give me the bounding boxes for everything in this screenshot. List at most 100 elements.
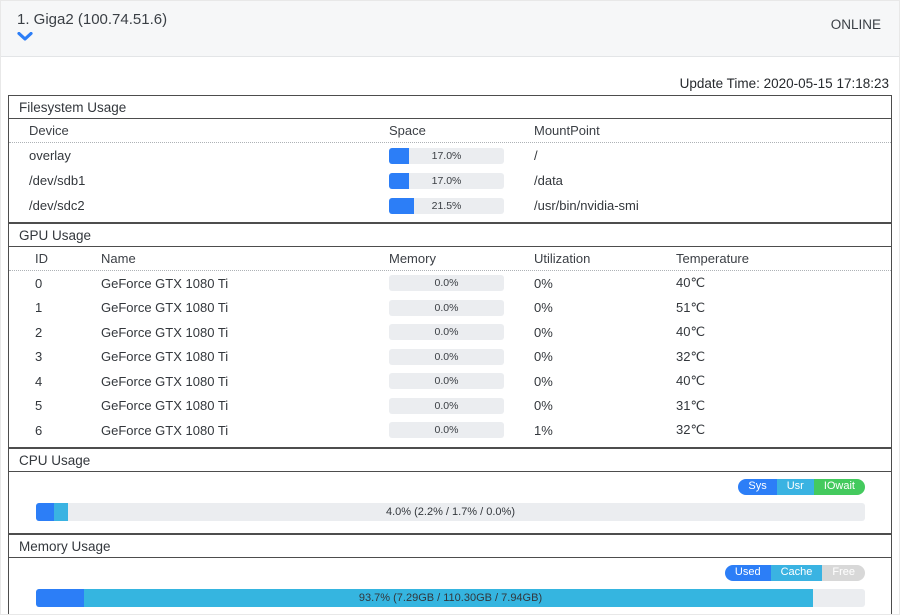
- legend-usr: Usr: [776, 478, 814, 495]
- progress-fill: [389, 147, 409, 164]
- space-progress-bar: 21.5%: [389, 197, 504, 214]
- gpu-name-cell: GeForce GTX 1080 Ti: [101, 422, 229, 438]
- progress-label: 0.0%: [434, 326, 459, 339]
- device-cell: /dev/sdb1: [29, 173, 86, 188]
- col-memory: Memory: [389, 251, 436, 266]
- server-title: 1. Giga2 (100.74.51.6): [17, 11, 168, 28]
- temperature-cell: 40℃: [676, 373, 706, 389]
- legend-used: Used: [724, 564, 771, 581]
- memory-progress-bar: 0.0%: [389, 324, 504, 341]
- table-row: /dev/sdc2 21.5% /usr/bin/nvidia-smi: [9, 193, 891, 218]
- col-mountpoint: MountPoint: [534, 123, 600, 138]
- temperature-cell: 31℃: [676, 397, 706, 413]
- mountpoint-cell: /: [534, 148, 538, 163]
- table-row: overlay 17.0% /: [9, 143, 891, 168]
- memory-cache-segment: [84, 588, 813, 607]
- status-badge: ONLINE: [830, 17, 881, 32]
- filesystem-table: Device Space MountPoint overlay 17.0% / …: [9, 119, 891, 222]
- gpu-id-cell: 5: [35, 398, 43, 414]
- table-row: 0 GeForce GTX 1080 Ti 0.0% 0% 40℃: [9, 271, 891, 296]
- gpu-name-cell: GeForce GTX 1080 Ti: [101, 349, 229, 365]
- cpu-sys-segment: [36, 502, 55, 521]
- progress-label: 0.0%: [434, 277, 459, 290]
- col-id: ID: [35, 251, 48, 266]
- device-cell: /dev/sdc2: [29, 198, 85, 213]
- cpu-legend: Sys Usr IOwait: [738, 478, 865, 495]
- gpu-section: GPU Usage ID Name Memory Utilization Tem…: [8, 223, 892, 448]
- cpu-usage-bar: 4.0% (2.2% / 1.7% / 0.0%): [36, 502, 865, 521]
- progress-label: 0.0%: [434, 350, 459, 363]
- col-device: Device: [29, 123, 69, 138]
- gpu-id-cell: 4: [35, 373, 43, 389]
- utilization-cell: 0%: [534, 398, 553, 414]
- memory-bar-label: 93.7% (7.29GB / 110.30GB / 7.94GB): [358, 591, 543, 604]
- server-header[interactable]: 1. Giga2 (100.74.51.6) ONLINE: [1, 1, 899, 57]
- col-utilization: Utilization: [534, 251, 591, 266]
- legend-sys: Sys: [738, 478, 777, 495]
- memory-progress-bar: 0.0%: [389, 275, 504, 292]
- progress-label: 17.0%: [431, 174, 462, 187]
- memory-progress-bar: 0.0%: [389, 299, 504, 316]
- progress-fill: [389, 172, 409, 189]
- progress-label: 0.0%: [434, 424, 459, 437]
- table-row: 6 GeForce GTX 1080 Ti 0.0% 1% 32℃: [9, 418, 891, 443]
- progress-label: 0.0%: [434, 399, 459, 412]
- filesystem-section: Filesystem Usage Device Space MountPoint…: [8, 95, 892, 223]
- utilization-cell: 0%: [534, 324, 553, 340]
- cpu-bar-label: 4.0% (2.2% / 1.7% / 0.0%): [385, 505, 515, 518]
- progress-label: 17.0%: [431, 149, 462, 162]
- col-space: Space: [389, 123, 426, 138]
- legend-iowait: IOwait: [813, 478, 865, 495]
- update-time: Update Time: 2020-05-15 17:18:23: [679, 76, 889, 91]
- memory-used-segment: [36, 588, 85, 607]
- utilization-cell: 0%: [534, 275, 553, 291]
- memory-legend: Used Cache Free: [724, 564, 865, 581]
- mountpoint-cell: /data: [534, 173, 563, 188]
- cpu-usr-segment: [54, 502, 69, 521]
- gpu-name-cell: GeForce GTX 1080 Ti: [101, 275, 229, 291]
- cpu-legend-row: Sys Usr IOwait: [9, 472, 891, 495]
- memory-usage-bar: 93.7% (7.29GB / 110.30GB / 7.94GB): [36, 588, 865, 607]
- cpu-section-title: CPU Usage: [9, 449, 891, 472]
- col-temperature: Temperature: [676, 251, 749, 266]
- legend-free: Free: [822, 564, 865, 581]
- table-row: /dev/sdb1 17.0% /data: [9, 168, 891, 193]
- temperature-cell: 40℃: [676, 324, 706, 340]
- gpu-name-cell: GeForce GTX 1080 Ti: [101, 324, 229, 340]
- cpu-section: CPU Usage Sys Usr IOwait 4.0% (2.2% / 1.…: [8, 447, 892, 534]
- memory-progress-bar: 0.0%: [389, 422, 504, 439]
- memory-bar-wrap: 93.7% (7.29GB / 110.30GB / 7.94GB): [9, 581, 891, 615]
- col-name: Name: [101, 251, 136, 266]
- utilization-cell: 0%: [534, 300, 553, 316]
- utilization-cell: 0%: [534, 373, 553, 389]
- gpu-name-cell: GeForce GTX 1080 Ti: [101, 300, 229, 316]
- temperature-cell: 32℃: [676, 422, 706, 438]
- memory-section: Memory Usage Used Cache Free 93.7% (7.29…: [8, 533, 892, 615]
- progress-label: 0.0%: [434, 301, 459, 314]
- table-row: 2 GeForce GTX 1080 Ti 0.0% 0% 40℃: [9, 320, 891, 345]
- space-progress-bar: 17.0%: [389, 172, 504, 189]
- filesystem-table-header: Device Space MountPoint: [9, 119, 891, 143]
- temperature-cell: 32℃: [676, 348, 706, 364]
- gpu-name-cell: GeForce GTX 1080 Ti: [101, 398, 229, 414]
- temperature-cell: 51℃: [676, 299, 706, 315]
- device-cell: overlay: [29, 148, 71, 163]
- utilization-cell: 1%: [534, 422, 553, 438]
- table-row: 5 GeForce GTX 1080 Ti 0.0% 0% 31℃: [9, 394, 891, 419]
- sections-container: Filesystem Usage Device Space MountPoint…: [8, 95, 892, 615]
- gpu-table-header: ID Name Memory Utilization Temperature: [9, 247, 891, 271]
- gpu-id-cell: 0: [35, 275, 43, 291]
- gpu-id-cell: 6: [35, 422, 43, 438]
- table-row: 4 GeForce GTX 1080 Ti 0.0% 0% 40℃: [9, 369, 891, 394]
- gpu-table: ID Name Memory Utilization Temperature 0…: [9, 247, 891, 447]
- memory-progress-bar: 0.0%: [389, 397, 504, 414]
- memory-section-title: Memory Usage: [9, 535, 891, 558]
- mountpoint-cell: /usr/bin/nvidia-smi: [534, 198, 639, 213]
- gpu-id-cell: 3: [35, 349, 43, 365]
- gpu-id-cell: 2: [35, 324, 43, 340]
- filesystem-section-title: Filesystem Usage: [9, 96, 891, 119]
- chevron-down-icon[interactable]: [17, 31, 33, 41]
- gpu-section-title: GPU Usage: [9, 224, 891, 247]
- temperature-cell: 40℃: [676, 275, 706, 291]
